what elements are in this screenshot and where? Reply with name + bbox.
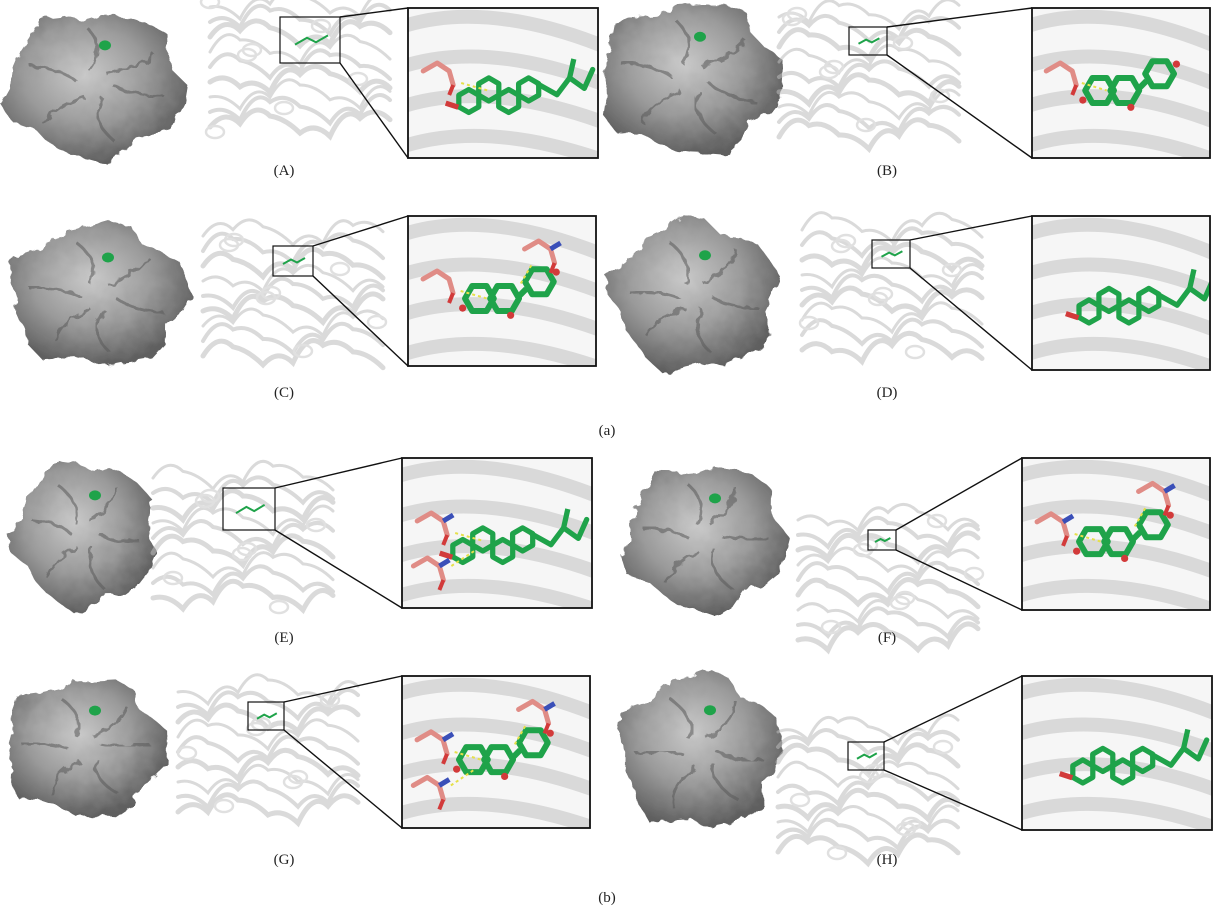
ligand-marker [99, 40, 111, 50]
zoom-inset [398, 8, 608, 162]
ligand-marker [694, 32, 706, 42]
zoom-inset [1022, 8, 1213, 162]
protein-surface [10, 221, 191, 366]
ligand-marker [89, 490, 101, 500]
ligand-marker [89, 706, 101, 716]
panel-h [618, 669, 1213, 863]
zoom-connector [275, 458, 402, 488]
panel-caption-c: (C) [264, 385, 304, 402]
panel-e [8, 458, 602, 615]
protein-surface [622, 467, 791, 617]
zoom-connector [884, 676, 1022, 742]
zoom-connector [887, 8, 1032, 27]
zoom-inset [1012, 458, 1213, 612]
protein-surface [1, 15, 188, 164]
zoom-connector [275, 530, 402, 608]
panel-caption-f: (F) [867, 630, 907, 647]
ribbon-cartoon [153, 461, 333, 613]
zoom-inset [398, 216, 606, 370]
mini-ligand [236, 505, 265, 513]
ligand-marker [709, 493, 721, 503]
protein-surface [7, 679, 167, 817]
panel-caption-a: (A) [264, 163, 304, 180]
protein-surface [603, 4, 783, 156]
ribbon-cartoon [201, 0, 390, 138]
panel-caption-b: (B) [867, 163, 907, 180]
ribbon-cartoon [178, 675, 358, 823]
protein-surface [8, 460, 157, 615]
panel-caption-g: (G) [264, 852, 304, 869]
panel-a [1, 0, 608, 164]
zoom-connector [910, 268, 1032, 370]
protein-surface [606, 215, 780, 373]
group-caption-a: (a) [587, 423, 627, 440]
panel-caption-e: (E) [264, 630, 304, 647]
panel-b [603, 0, 1213, 162]
zoom-inset [1012, 676, 1213, 830]
ribbon-cartoon [203, 220, 386, 368]
mini-ligand [257, 713, 277, 719]
ribbon-cartoon [798, 504, 983, 650]
zoom-connector [284, 676, 402, 702]
protein-surface [618, 669, 786, 827]
zoom-inset [392, 676, 600, 830]
panel-g [7, 675, 600, 830]
panel-caption-h: (H) [867, 852, 907, 869]
ligand-marker [704, 705, 716, 715]
panel-f [622, 458, 1213, 650]
group-caption-b: (b) [587, 890, 627, 907]
zoom-inset [392, 458, 602, 612]
ligand-marker [102, 253, 114, 263]
ligand-marker [699, 250, 711, 260]
ribbon-cartoon [800, 213, 982, 362]
ribbon-cartoon [778, 715, 958, 863]
ribbon-cartoon [779, 0, 959, 149]
zoom-inset [1022, 216, 1213, 370]
panel-caption-d: (D) [867, 385, 907, 402]
panel-c [10, 216, 606, 370]
panel-d [606, 213, 1213, 374]
